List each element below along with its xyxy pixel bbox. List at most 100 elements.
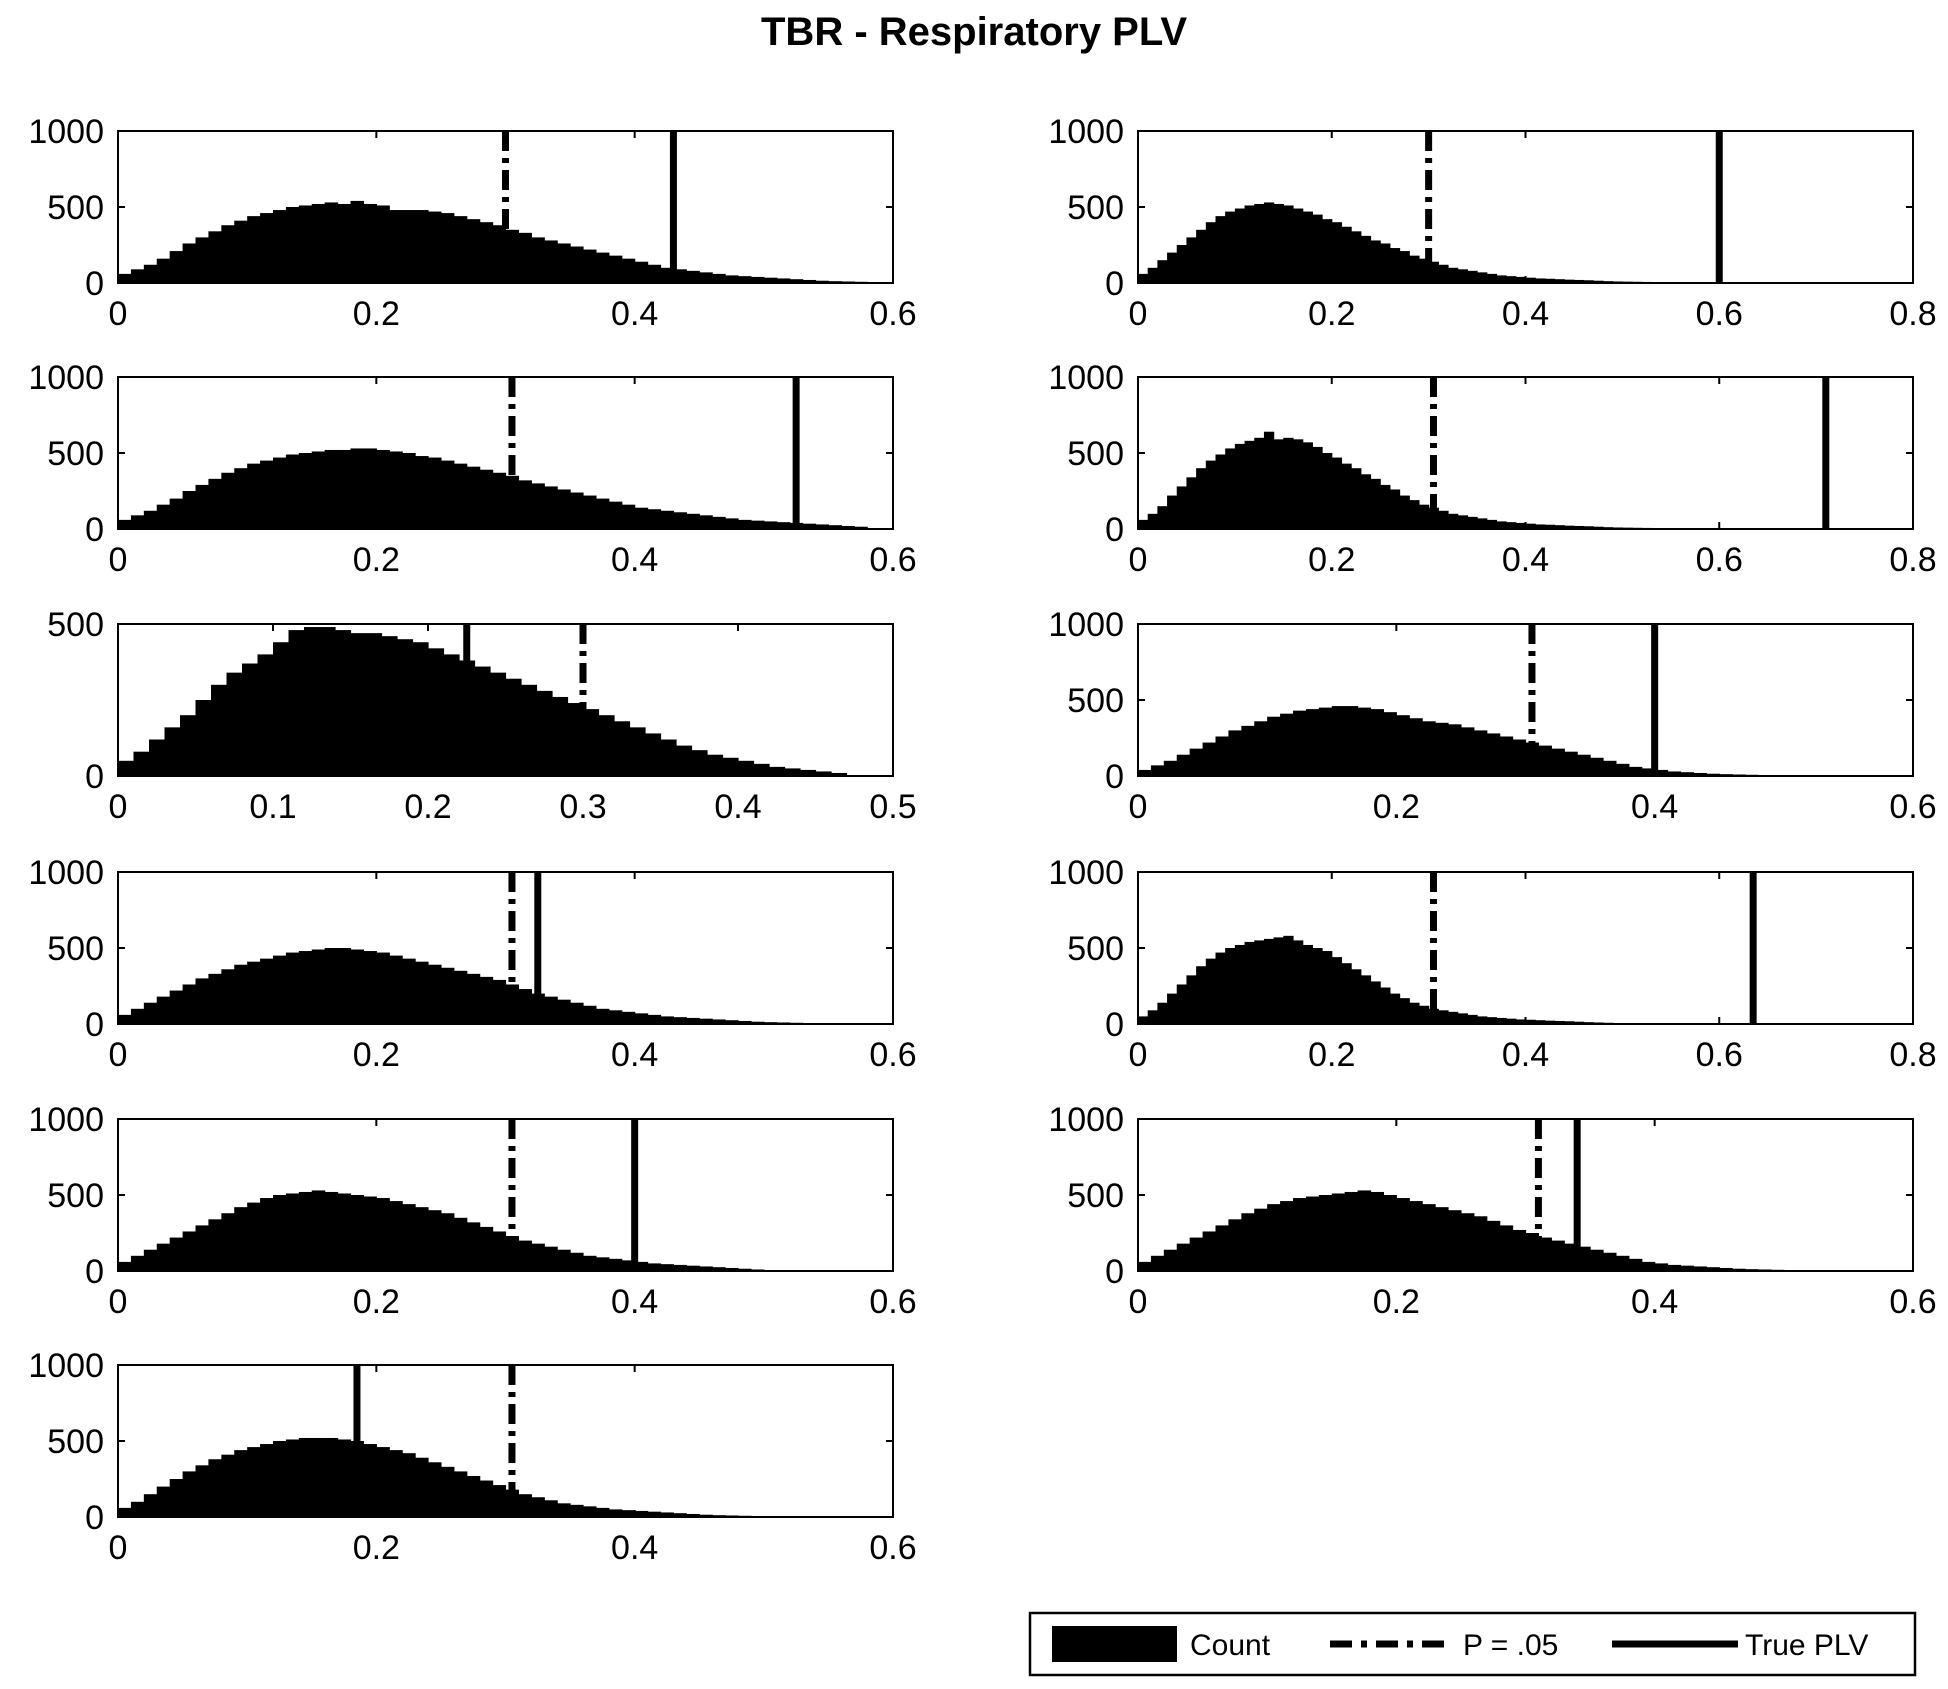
histogram-bar (1202, 742, 1217, 776)
histogram-bar (815, 280, 830, 283)
histogram-bar (691, 750, 708, 776)
histogram-bar (699, 1514, 713, 1517)
histogram-bar (226, 672, 243, 776)
histogram-bar (1667, 1264, 1682, 1271)
histogram-bar (1573, 1021, 1585, 1024)
histogram-bar (738, 760, 755, 776)
y-tick-label: 0 (85, 1499, 104, 1537)
histogram-bar (376, 1198, 390, 1271)
histogram-bar (1150, 765, 1165, 776)
histogram-bar (143, 1002, 158, 1024)
x-tick-label: 0.6 (869, 1283, 916, 1321)
histogram-bar (337, 203, 352, 283)
x-tick-label: 0.4 (611, 1529, 658, 1567)
histogram-bar (608, 1010, 623, 1024)
histogram-bar (156, 1486, 171, 1517)
x-tick-label: 0.6 (1696, 541, 1743, 579)
x-tick-label: 0.4 (611, 541, 658, 579)
histogram-bar (1215, 952, 1226, 1024)
histogram-bar (1583, 280, 1594, 283)
y-tick-label: 1000 (28, 1101, 104, 1139)
histogram-bar (583, 1255, 597, 1271)
y-tick-label: 0 (85, 265, 104, 303)
histogram-bar (337, 1193, 352, 1271)
histogram-bar (350, 200, 365, 283)
histogram-bar (298, 1191, 313, 1271)
histogram-bar (1344, 706, 1359, 776)
x-tick-label: 0.4 (611, 1036, 658, 1074)
histogram-bar (1506, 1018, 1517, 1024)
histogram-bar (415, 961, 429, 1024)
histogram-bar (1428, 507, 1439, 529)
histogram-bar (1422, 721, 1436, 776)
histogram-bar (208, 231, 222, 283)
x-tick-label: 0 (109, 1283, 128, 1321)
histogram-bar (570, 492, 584, 529)
histogram-bar (583, 1005, 597, 1024)
histogram-bar (1157, 506, 1168, 529)
histogram-bar (1438, 264, 1449, 283)
histogram-bar (536, 690, 553, 776)
histogram-bar (490, 672, 507, 776)
x-tick-label: 0.4 (1502, 541, 1549, 579)
x-tick-label: 0.5 (869, 788, 916, 826)
histogram-bar (1380, 484, 1391, 529)
histogram-bar (570, 1252, 584, 1271)
histogram-row1-left: 0 0.2 0.4 0.6 0 500 1000 (28, 113, 916, 333)
histogram-bar (699, 1018, 713, 1024)
histogram-bar (802, 279, 817, 283)
y-tick-label: 500 (47, 1423, 104, 1461)
histogram-bar (466, 1222, 481, 1271)
histogram-bar (1435, 1207, 1449, 1271)
histogram-bar (466, 219, 481, 283)
x-tick-label: 0.6 (869, 295, 916, 333)
histogram-bar (195, 1465, 210, 1517)
histogram-bar (1344, 1191, 1359, 1271)
histogram-bar (337, 449, 352, 529)
histogram-bar (479, 222, 494, 283)
histogram-bar (1305, 709, 1320, 776)
histogram-bar (118, 273, 132, 283)
histogram-bar (1525, 277, 1536, 283)
histogram-bar (1496, 521, 1507, 529)
histogram-bar (544, 996, 558, 1024)
y-tick-label: 1000 (28, 113, 104, 151)
histogram-bar (324, 202, 339, 283)
y-tick-label: 1000 (1048, 854, 1124, 892)
histogram-bar (800, 769, 817, 776)
x-tick-label: 0.2 (353, 1283, 400, 1321)
histogram-bar (474, 666, 491, 776)
histogram-bar (1593, 280, 1604, 283)
histogram-bar (195, 1225, 210, 1271)
histogram-bar (182, 1471, 197, 1517)
histogram-bar (725, 1020, 739, 1024)
histogram-bar (247, 463, 261, 529)
histogram-bar (769, 766, 786, 776)
histogram-bar (531, 1497, 545, 1517)
histogram-bar (415, 456, 429, 529)
x-tick-label: 0.4 (1631, 1283, 1678, 1321)
histogram-bar (1486, 273, 1498, 283)
histogram-bar (583, 709, 600, 776)
histogram-bar (1732, 1268, 1746, 1271)
histogram-bar (311, 949, 326, 1024)
histogram-bar (686, 1513, 700, 1517)
histogram-bar (1457, 1013, 1468, 1024)
legend: Count P = .05 True PLV (1028, 1611, 1917, 1677)
histogram-bar (443, 654, 460, 776)
x-tick-label: 0 (109, 1036, 128, 1074)
histogram-bar (673, 1017, 687, 1024)
histogram-bar (1138, 769, 1152, 776)
histogram-bar (492, 1231, 507, 1271)
x-tick-label: 0.6 (869, 541, 916, 579)
histogram-bar (1506, 276, 1517, 283)
histogram-row5-left: 0 0.2 0.4 0.6 0 500 1000 (28, 1101, 916, 1321)
histogram-bar (1196, 966, 1207, 1024)
histogram-bar (621, 258, 636, 283)
histogram-bar (595, 1507, 610, 1517)
x-tick-label: 0.2 (404, 788, 451, 826)
histogram-bar (570, 1504, 584, 1517)
histogram-bar (143, 1494, 158, 1517)
histogram-bar (1273, 439, 1284, 529)
histogram-row2-left: 0 0.2 0.4 0.6 0 500 1000 (28, 359, 916, 579)
